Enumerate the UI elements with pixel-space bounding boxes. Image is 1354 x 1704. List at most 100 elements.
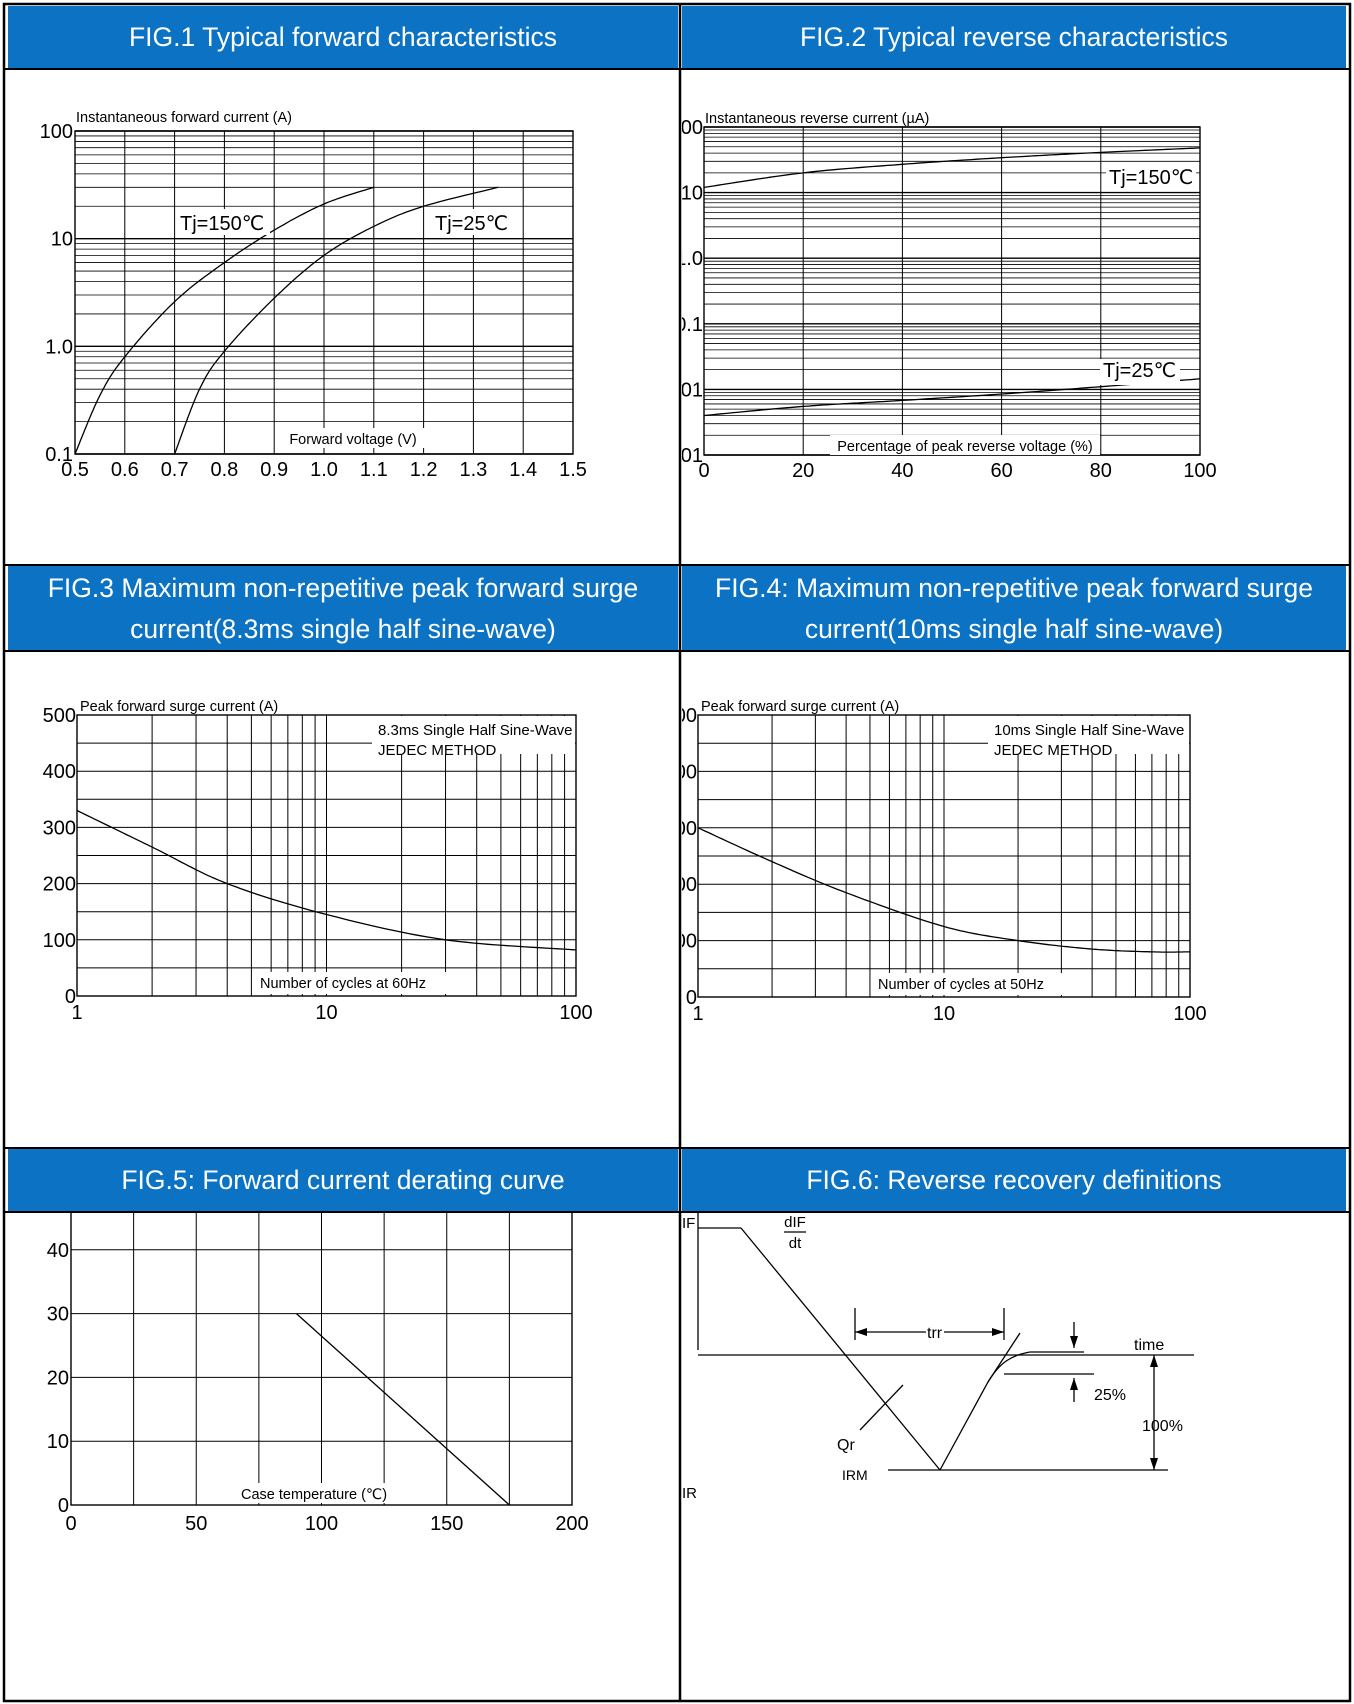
fig3-y-tick: 300	[43, 817, 76, 839]
fig6-label-ir: IR	[682, 1485, 697, 1502]
fig3-note-1: 8.3ms Single Half Sine-Wave	[378, 722, 573, 739]
fig1-series-label-150: Tj=150℃	[180, 213, 264, 235]
fig3-x-tick: 10	[315, 1002, 337, 1024]
fig4-x-tick: 100	[1173, 1003, 1206, 1025]
fig3-note-2: JEDEC METHOD	[378, 742, 497, 759]
fig3-title: FIG.3 Maximum non-repetitive peak forwar…	[47, 572, 639, 644]
fig1-title: FIG.1 Typical forward characteristics	[128, 22, 558, 52]
fig2-y-tick: 0.01	[682, 379, 703, 401]
fig5-series-line	[296, 1313, 510, 1506]
fig3-x-tick: 100	[559, 1002, 592, 1024]
fig6-trr-arrow-left	[855, 1328, 867, 1336]
fig1-series-label-25: Tj=25℃	[435, 213, 508, 235]
fig5-y-tick: 40	[47, 1240, 69, 1262]
fig5-y-tick: 10	[47, 1431, 69, 1453]
fig6-25pct-arrow-down	[1070, 1336, 1078, 1348]
fig1-x-tick: 0.8	[210, 459, 238, 481]
fig4-x-tick: 10	[933, 1003, 955, 1025]
fig4-note-2: JEDEC METHOD	[994, 742, 1113, 759]
fig4-y-tick: 0	[686, 987, 697, 1009]
fig3-y-tick: 500	[43, 705, 76, 727]
fig1-panel: 0.5 0.6 0.7 0.8 0.9 1.0 1.1 1.2 1.3 1.4 1.5 100 10 1.…	[8, 69, 678, 564]
fig2-x-tick: 20	[792, 460, 814, 482]
fig4-y-tick: 400	[682, 761, 697, 783]
fig2-panel: 020406080100100101.00.10.010.001Instanta…	[682, 69, 1346, 564]
fig6-label-time: time	[1134, 1337, 1164, 1354]
fig1-x-label: Forward voltage (V)	[289, 432, 416, 448]
fig1-y-label: Instantaneous forward current (A)	[76, 110, 292, 126]
fig2-y-tick: 0.001	[682, 445, 703, 467]
fig1-y-tick: 100	[40, 121, 73, 143]
fig1-x-tick: 1.5	[559, 459, 587, 481]
fig6-label-didt-den: dt	[789, 1235, 802, 1252]
fig2-x-tick: 60	[990, 460, 1012, 482]
fig2-x-tick: 40	[891, 460, 913, 482]
fig4-x-label: Number of cycles at 50Hz	[878, 977, 1044, 993]
fig1-x-tick: 0.7	[161, 459, 189, 481]
fig5-panel: 05010015020050403020100Average forward c…	[8, 1212, 678, 1698]
fig4-y-tick: 300	[682, 818, 697, 840]
fig2-y-tick: 1.0	[682, 248, 703, 270]
fig4-title: FIG.4: Maximum non-repetitive peak forwa…	[715, 572, 1313, 644]
fig2-y-tick: 100	[682, 117, 703, 139]
fig4-y-tick: 500	[682, 705, 697, 727]
fig6-label-irm: IRM	[842, 1467, 868, 1483]
fig6-label-if: IF	[682, 1215, 695, 1232]
fig3-y-tick: 100	[43, 930, 76, 952]
fig1-x-tick: 1.0	[310, 459, 338, 481]
fig1-header: FIG.1 Typical forward characteristics	[8, 6, 678, 69]
fig4-header: FIG.4: Maximum non-repetitive peak forwa…	[682, 566, 1346, 651]
fig2-y-tick: 0.1	[682, 314, 703, 336]
fig6-label-trr: trr	[927, 1325, 943, 1342]
fig6-recovery-tangent	[987, 1332, 1021, 1383]
fig5-y-tick: 20	[47, 1367, 69, 1389]
fig1-x-tick: 1.1	[360, 459, 388, 481]
fig6-100pct-arrow-down	[1150, 1458, 1158, 1470]
fig2-chart: 020406080100100101.00.10.010.001Instanta…	[682, 111, 1217, 482]
fig6-qr-pointer	[859, 1384, 904, 1431]
fig3-y-tick: 0	[65, 986, 76, 1008]
fig1-chart: 0.5 0.6 0.7 0.8 0.9 1.0 1.1 1.2 1.3 1.4 1.5100101.…	[40, 110, 587, 481]
fig3-y-label: Peak forward surge current (A)	[80, 699, 278, 715]
fig5-x-tick: 100	[305, 1513, 338, 1535]
fig6-trr-arrow-right	[992, 1328, 1004, 1336]
fig5-x-tick: 50	[185, 1513, 207, 1535]
fig2-x-tick: 80	[1090, 460, 1112, 482]
fig2-x-label: Percentage of peak reverse voltage (%)	[837, 439, 1093, 455]
fig6-label-25pct: 25%	[1094, 1387, 1126, 1404]
fig2-series-label-150: Tj=150℃	[1109, 167, 1193, 189]
fig1-x-tick: 1.4	[509, 459, 537, 481]
fig6-label-qr: Qr	[837, 1437, 855, 1454]
fig5-x-tick: 150	[430, 1513, 463, 1535]
fig2-x-tick: 100	[1183, 460, 1216, 482]
fig5-chart: 05010015020050403020100Average forward c…	[47, 1212, 589, 1535]
fig3-header: FIG.3 Maximum non-repetitive peak forwar…	[8, 566, 678, 651]
fig5-title: FIG.5: Forward current derating curve	[121, 1165, 565, 1195]
fig5-x-tick: 200	[555, 1513, 588, 1535]
fig2-header: FIG.2 Typical reverse characteristics	[682, 6, 1346, 69]
fig1-y-tick: 1.0	[45, 336, 73, 358]
fig3-panel: 1 10 100 500 400 300 200 100 0 Peak forward surge…	[8, 651, 678, 1147]
fig5-y-tick: 0	[58, 1495, 69, 1517]
fig2-series-label-25: Tj=25℃	[1103, 360, 1176, 382]
fig4-note-1: 10ms Single Half Sine-Wave	[994, 722, 1184, 739]
fig6-25pct-arrow-up	[1070, 1378, 1078, 1390]
fig5-header: FIG.5: Forward current derating curve	[8, 1149, 678, 1212]
fig1-y-tick: 10	[51, 229, 73, 251]
fig2-title: FIG.2 Typical reverse characteristics	[799, 22, 1229, 52]
fig6-label-didt-num: dIF	[784, 1214, 806, 1231]
fig5-y-tick: 30	[47, 1304, 69, 1326]
fig6-panel: IF IR IRM Qr trr time 25% 100% dIF dt	[682, 1212, 1346, 1698]
fig1-x-tick: 1.2	[410, 459, 438, 481]
fig6-100pct-arrow-up	[1150, 1355, 1158, 1367]
fig1-x-tick: 0.9	[260, 459, 288, 481]
fig5-x-label: Case temperature (℃)	[241, 1487, 387, 1503]
fig6-header: FIG.6: Reverse recovery definitions	[682, 1149, 1346, 1212]
fig6-diagram: IF IR IRM Qr trr time 25% 100% dIF dt	[682, 1212, 1194, 1502]
fig2-y-label: Instantaneous reverse current (µA)	[705, 111, 929, 127]
fig3-y-tick: 200	[43, 874, 76, 896]
fig3-y-tick: 400	[43, 761, 76, 783]
